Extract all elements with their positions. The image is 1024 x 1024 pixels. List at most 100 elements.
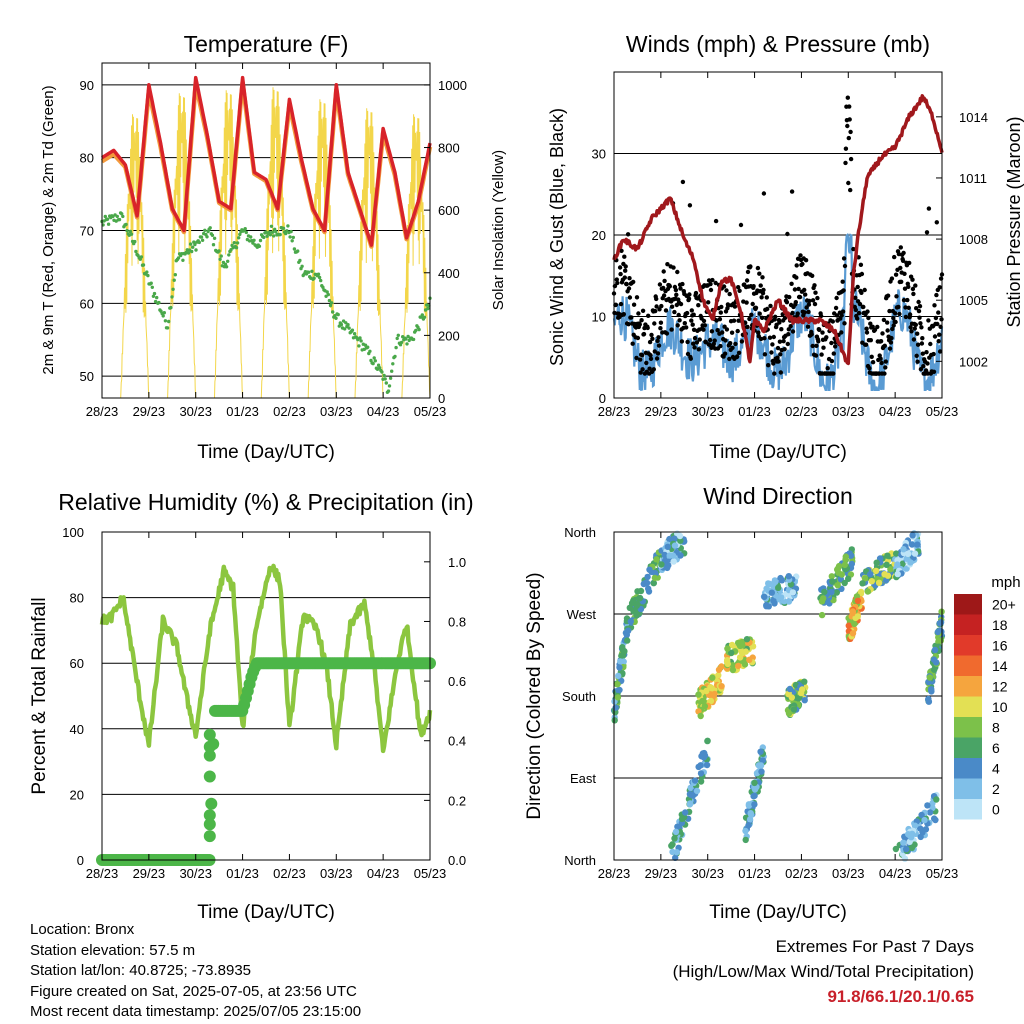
gust-point [892,254,897,260]
solar-insolation-line [214,90,244,399]
dewpoint-point [357,344,361,348]
y-tick-label: 80 [70,591,84,606]
wind-direction-point [615,687,622,694]
gust-point [833,305,839,311]
plot-area [610,530,946,862]
gust-point [692,335,698,341]
wind-direction-point [682,809,689,816]
wind-direction-point [918,811,925,819]
wind-direction-point [763,585,770,592]
wind-direction-point [747,810,754,817]
gust-point [771,361,776,366]
wind-direction-point [788,694,795,701]
dewpoint-point [173,273,177,277]
wind-direction-point [854,597,862,604]
gust-point [623,268,628,273]
gust-point [629,315,634,320]
gust-point [750,301,755,307]
gust-point [806,302,812,307]
precipitation-point [203,740,216,753]
wind-direction-point [892,845,900,853]
dewpoint-point [197,240,201,245]
dewpoint-point [145,270,149,274]
y2-tick-label: 0.8 [448,614,466,629]
gust-point [614,277,619,282]
gust-point [767,335,773,340]
x-tick-label: 04/23 [879,404,912,419]
wind-direction-point [849,608,856,615]
x-tick-label: 05/23 [414,404,447,419]
gust-point [907,260,912,266]
wind-direction-point [636,595,643,602]
speed-colorbar: mph 20+ 18 16 14 12 10 8 6 4 2 0 [954,574,1021,820]
winds-ylabel-left: Sonic Wind & Gust (Blue, Black) [547,108,567,366]
gust-point [684,310,690,316]
plot-frame [613,71,943,399]
dewpoint-point [155,295,159,300]
gust-point [932,303,937,308]
wind-direction-point [872,567,880,575]
gust-point [732,304,738,309]
y2-tick-label: 0.2 [448,793,466,808]
dewpoint-point [251,241,255,245]
gust-point [760,275,765,280]
gust-point [760,291,766,296]
wind-direction-point [637,587,645,595]
dewpoint-point [105,217,110,221]
wind-direction-point [643,579,651,587]
dewpoint-point [141,263,146,267]
gust-point [885,328,890,333]
gust-point [858,262,864,267]
gust-point [649,332,654,338]
wind-direction-point [672,854,679,861]
dewpoint-point [270,230,275,234]
colorbar-swatch [954,696,982,717]
wind-direction-point [646,566,653,573]
gust-point [788,324,793,329]
dewpoint-point [284,231,288,236]
gust-point [814,343,819,348]
gust-point [920,336,925,341]
gust-point [617,265,623,270]
gust-point [920,351,925,356]
wind-direction-point [697,770,705,777]
gust-point [663,308,669,313]
wind-direction-point [728,649,735,656]
wind-direction-point [626,604,633,611]
x-tick-label: 29/23 [133,866,166,881]
gust-point [753,305,759,310]
wind-direction-point [742,648,749,655]
gust-point [615,280,620,286]
wind-direction-point [750,793,757,800]
x-tick-label: 30/23 [179,404,212,419]
gust-point [613,302,619,307]
wind-direction-point [931,666,938,673]
wind-direction-point [834,582,841,589]
gust-point [648,353,653,358]
x-tick-label: 02/23 [785,866,818,881]
gust-point [662,278,667,284]
dewpoint-point [346,323,350,327]
wind-direction-point [746,656,753,663]
y-tick-label: 100 [62,525,84,540]
solar-insolation-line [120,114,150,399]
gust-point [919,325,924,330]
gust-point [845,95,850,100]
gust-point [761,191,767,196]
gust-point [807,298,812,304]
wind-direction-point [768,589,775,596]
dewpoint-point [157,300,161,305]
gust-point [653,308,658,314]
dewpoint-point [383,377,387,381]
wind-direction-point [841,561,848,569]
y2-tick-label: 0.0 [448,853,466,868]
wind-direction-point [678,815,686,822]
dewpoint-point [238,232,242,237]
gust-point [885,293,891,298]
gust-point [797,294,803,300]
wind-direction-point [799,686,806,693]
dewpoint-point [288,235,292,239]
dewpoint-point [133,239,137,244]
gust-point [781,339,786,344]
gust-point [770,342,775,347]
